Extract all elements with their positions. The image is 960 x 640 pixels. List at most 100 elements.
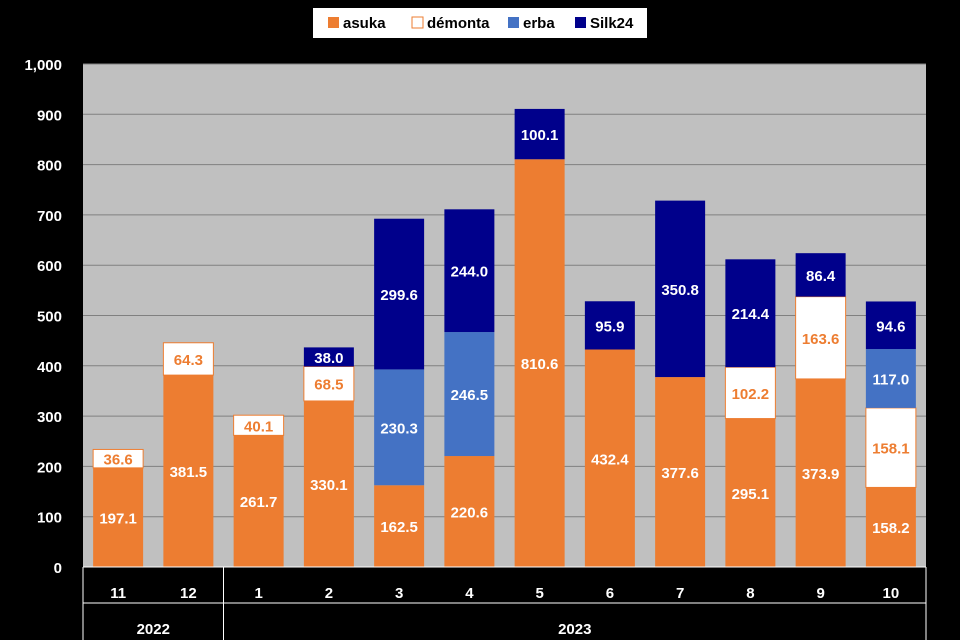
bar-segment-asuka [795,378,846,567]
data-label: 330.1 [310,477,348,494]
bar-segment-asuka [655,377,706,567]
y-tick-label: 100 [37,510,62,527]
y-tick-label: 900 [37,107,62,124]
data-label: 261.7 [240,494,278,511]
bar-segment-asuka [374,485,425,567]
data-label: 214.4 [732,306,770,323]
x-tick-label: 4 [465,585,474,602]
x-tick-label: 11 [110,585,126,602]
data-label: 36.6 [104,452,133,469]
data-label: 810.6 [521,356,559,373]
y-tick-label: 0 [54,560,62,577]
bars: 197.1 36.6 381.5 64.3 261.7 40.1 330.1 68.5 38.0… [92,108,917,568]
bar-segment-démonta [92,448,144,469]
bar-segment-erba [444,332,495,457]
bar-segment-silk24 [655,200,706,378]
x-tick-label: 3 [395,585,403,602]
bar-segment-silk24 [584,301,635,350]
year-group-label: 2023 [558,621,591,638]
bar-segment-asuka [93,467,144,567]
y-tick-label: 700 [37,208,62,225]
data-label: 381.5 [170,464,208,481]
data-label: 95.9 [595,318,624,335]
y-axis: 0 100 200 300 400 500 600 700 800 900 1,000 [24,57,62,577]
bar-segment-silk24 [865,301,916,350]
y-tick-label: 1,000 [24,57,62,74]
legend-label: asuka [343,15,386,32]
legend-label: Silk24 [590,15,634,32]
data-label: 100.1 [521,127,559,144]
data-label: 377.6 [661,465,699,482]
legend-label: démonta [427,15,490,32]
y-tick-label: 400 [37,359,62,376]
bar-segment-asuka [233,435,284,567]
data-label: 40.1 [244,418,273,435]
y-tick-label: 200 [37,459,62,476]
gridlines [83,63,926,568]
data-label: 158.1 [872,441,910,458]
bar-segment-démonta [162,342,214,376]
bar-segment-asuka [725,418,776,567]
data-label: 117.0 [873,371,910,388]
x-tick-label: 12 [180,585,197,602]
data-label: 220.6 [451,505,489,522]
data-label: 64.3 [174,352,203,369]
legend-label: erba [523,15,555,32]
bar-segment-asuka [514,159,565,568]
year-group-label: 2022 [137,621,170,638]
bar-segment-démonta [865,407,917,488]
data-label: 244.0 [451,264,489,281]
y-tick-label: 800 [37,158,62,175]
legend-swatch [575,17,586,28]
data-label: 94.6 [876,318,905,335]
data-label: 373.9 [802,466,840,483]
bar-segment-silk24 [514,108,565,160]
data-label: 158.2 [872,520,910,537]
data-label: 432.4 [591,451,629,468]
x-tick-label: 6 [606,585,614,602]
x-tick-label: 7 [676,585,684,602]
legend-swatch [328,17,339,28]
x-tick-label: 2 [325,585,333,602]
x-tick-label: 8 [746,585,754,602]
bar-segment-erba [374,369,425,486]
bar-segment-démonta [795,296,847,380]
y-tick-label: 300 [37,409,62,426]
legend-swatch [508,17,519,28]
data-label: 38.0 [314,350,343,367]
x-tick-label: 10 [883,585,900,602]
bar-segment-asuka [163,375,214,567]
data-label: 350.8 [661,282,699,299]
bar-segment-erba [865,349,916,408]
y-tick-label: 500 [37,309,62,326]
bar-segment-démonta [233,414,285,436]
data-label: 68.5 [314,377,343,394]
legend: asuka démonta erba Silk24 [313,8,647,38]
data-label: 246.5 [451,387,489,404]
data-label: 197.1 [99,510,137,527]
legend-box [313,8,647,38]
data-label: 295.1 [732,486,770,503]
bar-segment-silk24 [303,347,354,367]
data-label: 299.6 [380,287,418,304]
bar-segment-démonta [303,366,355,402]
y-tick-label: 600 [37,258,62,275]
data-label: 86.4 [806,268,836,285]
data-label: 102.2 [732,386,770,403]
bar-segment-asuka [303,400,354,567]
x-tick-label: 9 [816,585,824,602]
legend-swatch [411,16,424,29]
bar-segment-silk24 [725,259,776,368]
bar-segment-asuka [584,349,635,567]
bar-segment-asuka [865,487,916,567]
x-tick-label: 5 [535,585,543,602]
data-label: 162.5 [380,519,418,536]
x-tick-label: 1 [254,585,262,602]
data-label: 163.6 [802,331,840,348]
bar-segment-silk24 [444,209,495,333]
bar-segment-silk24 [795,253,846,297]
data-label: 230.3 [380,420,418,437]
bar-segment-asuka [444,456,495,567]
